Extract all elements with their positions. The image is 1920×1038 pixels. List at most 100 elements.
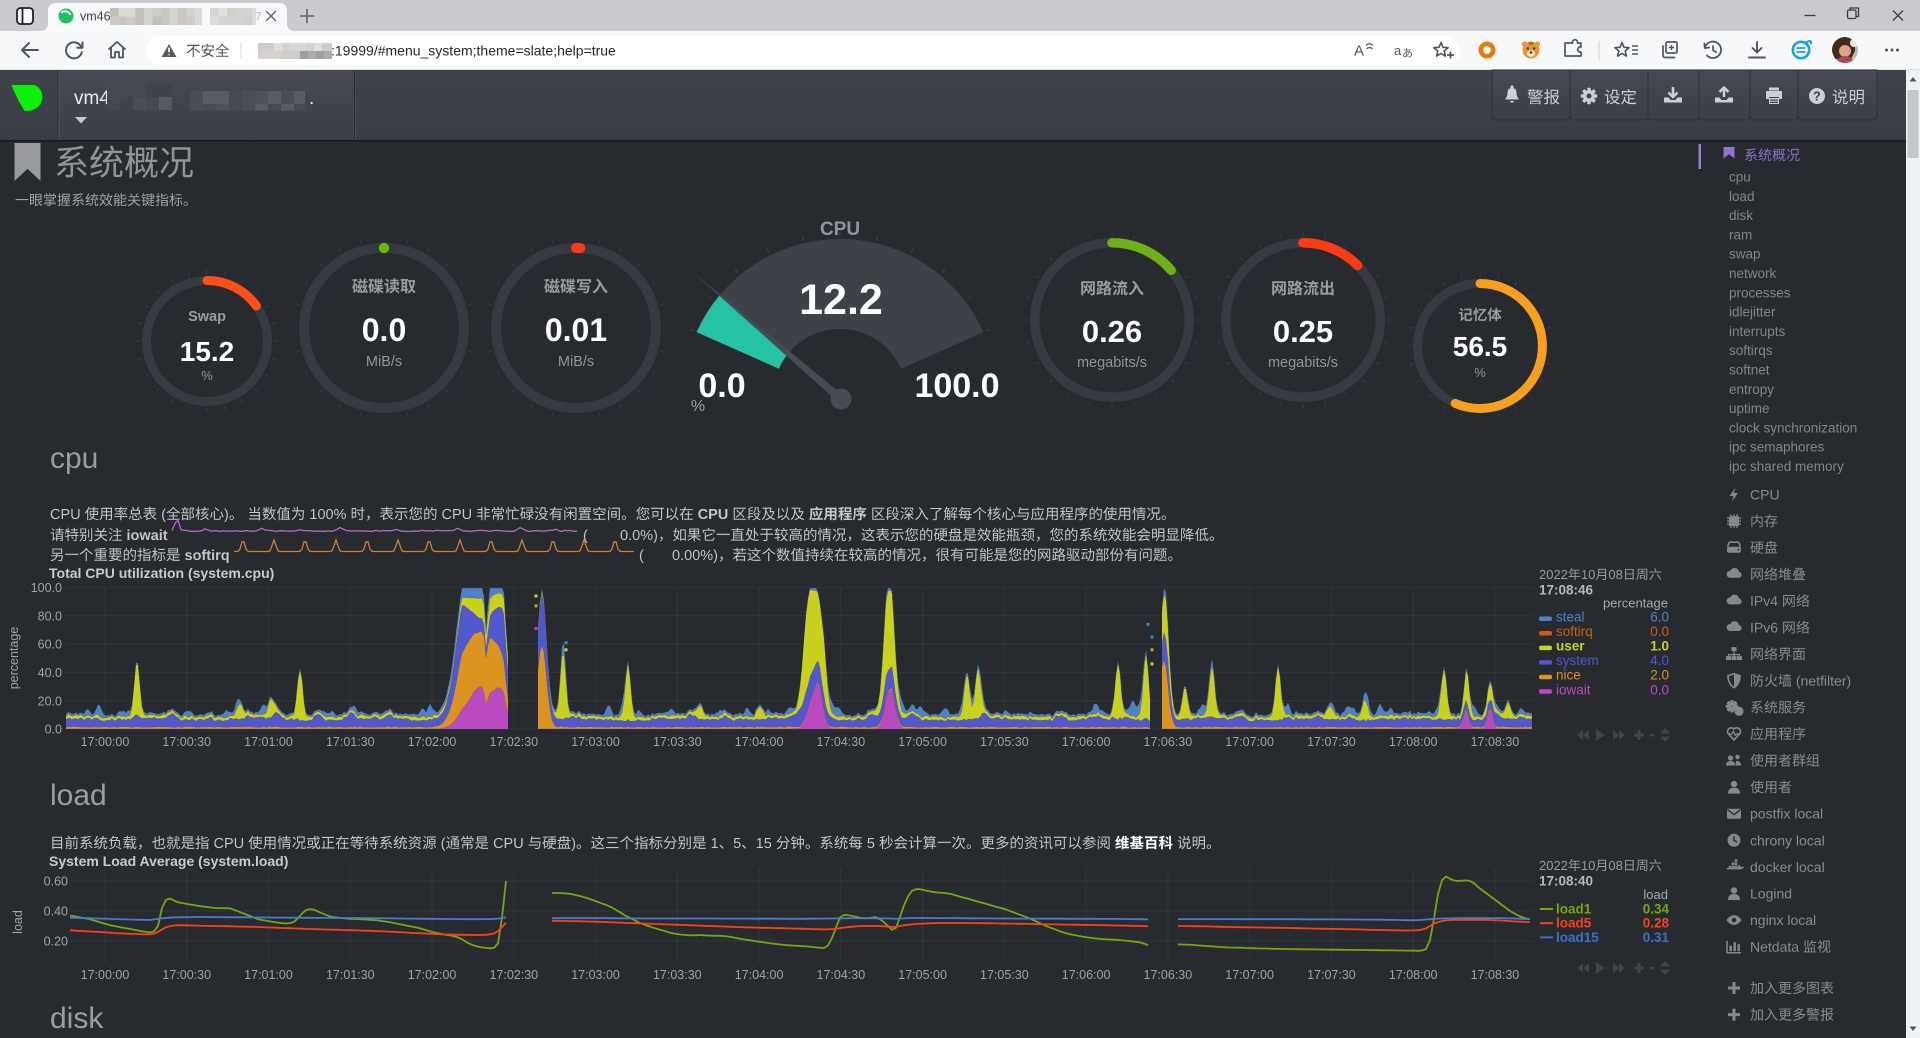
svg-text:40.0: 40.0 [38, 666, 62, 680]
svg-text:%: % [1474, 365, 1486, 380]
svg-text:17:02:00: 17:02:00 [408, 968, 457, 982]
svg-text:percentage: percentage [7, 627, 21, 690]
svg-text:steal: steal [1556, 610, 1585, 625]
svg-text:a: a [1394, 43, 1402, 58]
svg-text:%: % [691, 398, 705, 415]
svg-text:MiB/s: MiB/s [366, 354, 402, 370]
svg-text:17:05:30: 17:05:30 [980, 968, 1029, 982]
svg-text:softirq: softirq [1556, 624, 1593, 639]
svg-text:network: network [1729, 266, 1777, 281]
svg-text:17:00:30: 17:00:30 [162, 968, 211, 982]
svg-text:iowait: iowait [1556, 682, 1591, 697]
svg-text:%: % [201, 368, 213, 383]
svg-text:17:03:30: 17:03:30 [653, 735, 702, 749]
svg-text:0.0: 0.0 [698, 367, 745, 405]
svg-text:100.0: 100.0 [31, 581, 62, 595]
svg-text:Logind: Logind [1750, 886, 1792, 902]
svg-text:nginx local: nginx local [1750, 912, 1816, 928]
svg-text:Total CPU utilization (system.: Total CPU utilization (system.cpu) [49, 565, 274, 581]
svg-text:disk: disk [50, 1002, 104, 1035]
svg-text:17:05:30: 17:05:30 [980, 735, 1029, 749]
svg-text:17:08:30: 17:08:30 [1471, 735, 1520, 749]
svg-text:4.0: 4.0 [1650, 653, 1669, 668]
svg-text:17:06:30: 17:06:30 [1144, 735, 1193, 749]
svg-text:CPU: CPU [820, 219, 860, 240]
svg-text:17:08:30: 17:08:30 [1471, 968, 1520, 982]
svg-text:ipc semaphores: ipc semaphores [1729, 440, 1825, 455]
svg-text:swap: swap [1729, 247, 1761, 262]
svg-text:80.0: 80.0 [38, 609, 62, 623]
svg-text:?: ? [1813, 90, 1821, 104]
svg-text:17:03:30: 17:03:30 [653, 968, 702, 982]
svg-text:load5: load5 [1556, 916, 1592, 931]
svg-text:0.0: 0.0 [1650, 624, 1669, 639]
svg-text:user: user [1556, 639, 1585, 654]
svg-text:nice: nice [1556, 668, 1581, 683]
svg-text:0.28: 0.28 [1643, 916, 1670, 931]
svg-text:system: system [1556, 653, 1599, 668]
svg-text:17:00:30: 17:00:30 [162, 735, 211, 749]
svg-text:ram: ram [1729, 227, 1752, 242]
svg-text:.: . [309, 88, 314, 109]
svg-text:17:01:30: 17:01:30 [326, 735, 375, 749]
svg-text:17:08:00: 17:08:00 [1389, 735, 1438, 749]
svg-text:load15: load15 [1556, 930, 1599, 945]
svg-text:softirqs: softirqs [1729, 343, 1773, 358]
svg-text:0.34: 0.34 [1643, 902, 1670, 917]
svg-text:load1: load1 [1556, 902, 1592, 917]
svg-text:6.0: 6.0 [1650, 610, 1669, 625]
svg-text:0.40: 0.40 [44, 905, 68, 919]
svg-text:0.0: 0.0 [45, 723, 62, 737]
svg-text:17:03:00: 17:03:00 [571, 968, 620, 982]
svg-text:A: A [1354, 43, 1364, 60]
svg-text:ipc shared memory: ipc shared memory [1729, 459, 1844, 474]
svg-text:processes: processes [1729, 285, 1791, 300]
svg-text:17:02:30: 17:02:30 [489, 968, 538, 982]
svg-text:entropy: entropy [1729, 382, 1774, 397]
svg-text:17:07:00: 17:07:00 [1225, 968, 1274, 982]
svg-text:17:07:00: 17:07:00 [1225, 735, 1274, 749]
svg-text:17:02:30: 17:02:30 [489, 735, 538, 749]
svg-text:17:04:00: 17:04:00 [735, 735, 784, 749]
svg-text:vm46: vm46 [80, 10, 111, 24]
svg-text:17:02:00: 17:02:00 [408, 735, 457, 749]
svg-text:load: load [1729, 189, 1755, 204]
svg-text:load: load [50, 779, 107, 812]
svg-text:17:08:46: 17:08:46 [1539, 583, 1594, 598]
svg-text:7: 7 [255, 10, 262, 24]
svg-text:clock synchronization: clock synchronization [1729, 420, 1857, 435]
svg-text:100.0: 100.0 [914, 367, 999, 405]
svg-text:12.2: 12.2 [799, 276, 883, 324]
svg-text:17:08:40: 17:08:40 [1539, 874, 1593, 889]
svg-text:17:03:00: 17:03:00 [571, 735, 620, 749]
svg-text:megabits/s: megabits/s [1077, 355, 1147, 371]
svg-text:0.0: 0.0 [362, 312, 406, 348]
svg-text:uptime: uptime [1729, 401, 1770, 416]
svg-text::19999/#menu_system;theme=slat: :19999/#menu_system;theme=slate;help=tru… [331, 43, 616, 59]
svg-text:17:06:00: 17:06:00 [1062, 968, 1111, 982]
svg-text:17:07:30: 17:07:30 [1307, 735, 1356, 749]
svg-text:17:08:00: 17:08:00 [1389, 968, 1438, 982]
svg-text:megabits/s: megabits/s [1268, 355, 1338, 371]
svg-text:17:04:30: 17:04:30 [817, 735, 866, 749]
svg-text:0.25: 0.25 [1273, 314, 1333, 349]
svg-text:17:00:00: 17:00:00 [81, 735, 130, 749]
svg-text:docker local: docker local [1750, 859, 1825, 875]
svg-text:56.5: 56.5 [1453, 331, 1508, 362]
svg-text:chrony local: chrony local [1750, 832, 1825, 848]
svg-text:load: load [1643, 887, 1668, 902]
svg-text:cpu: cpu [50, 442, 98, 475]
svg-text:20.0: 20.0 [38, 694, 62, 708]
svg-text:17:05:00: 17:05:00 [898, 735, 947, 749]
svg-text:MiB/s: MiB/s [558, 354, 594, 370]
svg-text:softnet: softnet [1729, 363, 1770, 378]
svg-text:Swap: Swap [188, 309, 226, 325]
svg-text:disk: disk [1729, 208, 1753, 223]
svg-text:interrupts: interrupts [1729, 324, 1786, 339]
svg-text:System Load Average (system.lo: System Load Average (system.load) [49, 853, 288, 869]
svg-text:60.0: 60.0 [38, 638, 62, 652]
svg-text:vm4: vm4 [74, 88, 110, 109]
svg-text:0.01: 0.01 [545, 312, 607, 348]
svg-text:load: load [11, 910, 25, 934]
svg-text:0.26: 0.26 [1082, 314, 1142, 349]
